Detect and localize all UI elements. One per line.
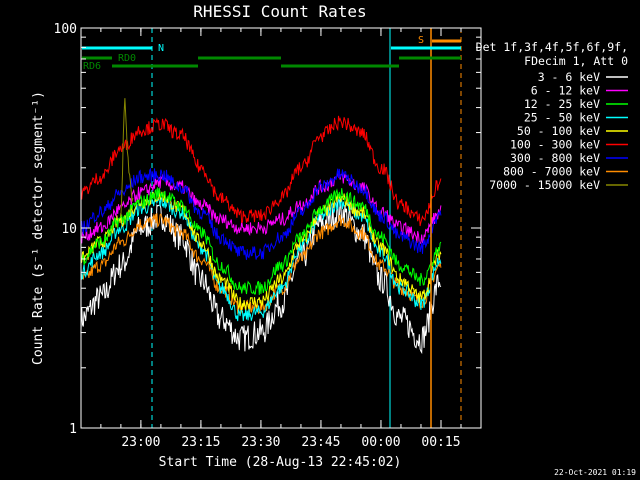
legend-label-6: 300 - 800 keV	[510, 151, 600, 165]
series-line-4	[80, 191, 442, 311]
label-rd0: RD0	[118, 53, 136, 64]
series-line-0	[80, 199, 442, 355]
y-axis: 1 10 100	[54, 22, 481, 437]
legend-label-8: 7000 - 15000 keV	[489, 178, 600, 192]
y-tick-label-2: 100	[54, 22, 77, 37]
legend-label-7: 800 - 7000 keV	[503, 165, 600, 179]
legend-header-2: FDecim 1, Att 0	[524, 54, 628, 68]
x-tick-label-0: 23:00	[121, 435, 160, 450]
x-tick-label-1: 23:15	[181, 435, 220, 450]
x-tick-label-4: 00:00	[361, 435, 400, 450]
chart-title: RHESSI Count Rates	[193, 2, 366, 21]
timestamp: 22-Oct-2021 01:19	[554, 468, 636, 477]
x-tick-label-5: 00:15	[421, 435, 460, 450]
series-line-3	[80, 196, 442, 322]
series-line-2	[80, 187, 442, 295]
state-bars: N RD0 RD6 S	[82, 35, 461, 72]
legend-header-1: Det 1f,3f,4f,5f,6f,9f,	[476, 40, 628, 54]
series-line-6	[80, 167, 442, 260]
legend-label-3: 25 - 50 keV	[524, 111, 600, 125]
x-axis-label: Start Time (28-Aug-13 22:45:02)	[159, 455, 402, 470]
y-axis-label: Count Rate (s⁻¹ detector segment⁻¹)	[31, 91, 46, 365]
legend-label-0: 3 - 6 keV	[538, 70, 600, 84]
x-tick-label-2: 23:30	[241, 435, 280, 450]
y-tick-label-0: 1	[69, 422, 77, 437]
label-n: N	[158, 43, 164, 54]
legend-label-5: 100 - 300 keV	[510, 138, 600, 152]
x-tick-label-3: 23:45	[301, 435, 340, 450]
series-line-8	[120, 98, 134, 217]
label-rd6: RD6	[83, 61, 101, 72]
x-axis: 23:00 23:15 23:30 23:45 00:00 00:15	[100, 28, 482, 450]
label-s: S	[418, 35, 424, 46]
legend-label-1: 6 - 12 keV	[531, 84, 600, 98]
y-tick-label-1: 10	[61, 222, 77, 237]
legend-label-4: 50 - 100 keV	[517, 124, 600, 138]
series-line-5	[80, 115, 442, 227]
legend-label-2: 12 - 25 keV	[524, 97, 600, 111]
series-layer	[80, 98, 442, 355]
legend: Det 1f,3f,4f,5f,6f,9f, FDecim 1, Att 0 3…	[476, 40, 628, 192]
